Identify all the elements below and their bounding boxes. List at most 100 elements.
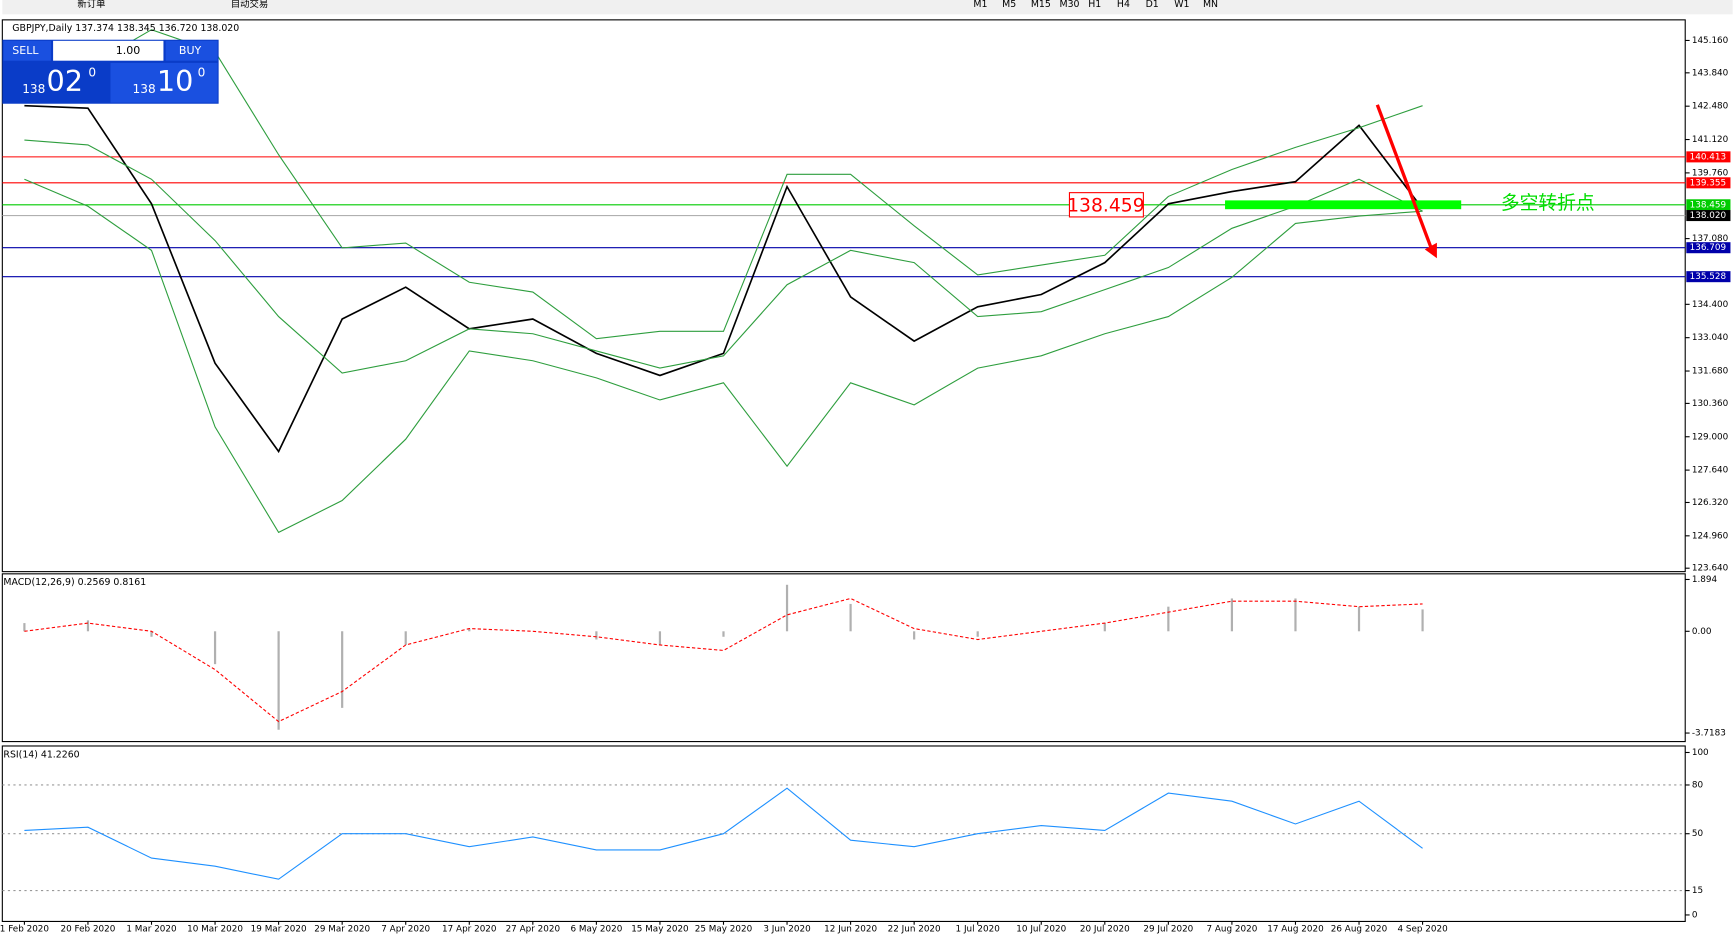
x-tick-label: 7 Apr 2020 bbox=[381, 925, 430, 935]
buy-box[interactable] bbox=[110, 62, 218, 103]
x-tick-label: 22 Jun 2020 bbox=[888, 925, 941, 935]
level-tag bbox=[1686, 210, 1731, 222]
y-tick-label: 139.760 bbox=[1692, 168, 1729, 178]
timeframe[interactable]: W1 bbox=[1174, 0, 1189, 10]
annotation: 138.459 bbox=[1067, 195, 1145, 216]
level-tag bbox=[1686, 271, 1731, 283]
x-tick-label: 17 Apr 2020 bbox=[442, 925, 497, 935]
x-tick-label: 29 Jul 2020 bbox=[1143, 925, 1193, 935]
pane-title: GBPJPY,Daily 137.374 138.345 136.720 138… bbox=[12, 23, 239, 34]
x-tick-label: 20 Feb 2020 bbox=[61, 925, 116, 935]
y-tick-label: 0 bbox=[1692, 910, 1698, 920]
trade-panel: SELL 1.00 BUY 138 02 0 138 10 0 bbox=[2, 39, 219, 104]
lots-input[interactable] bbox=[53, 40, 164, 61]
series-line bbox=[24, 597, 1423, 723]
timeframe[interactable]: MN bbox=[1203, 0, 1218, 10]
y-tick-label: 126.320 bbox=[1692, 498, 1729, 508]
sell-big: 138 bbox=[22, 82, 45, 96]
timeframe[interactable]: M1 bbox=[973, 0, 987, 10]
timeframe[interactable]: D1 bbox=[1146, 0, 1159, 10]
y-tick-label: 127.640 bbox=[1692, 466, 1729, 476]
y-tick-label: 145.160 bbox=[1692, 36, 1729, 46]
y-tick-label: 143.840 bbox=[1692, 68, 1729, 78]
y-tick-label: 124.960 bbox=[1692, 531, 1729, 541]
y-tick-label: 133.040 bbox=[1692, 333, 1729, 343]
price-pane bbox=[1, 19, 1686, 573]
timeframe[interactable]: M5 bbox=[1002, 0, 1016, 10]
x-tick-label: 10 Jul 2020 bbox=[1016, 925, 1066, 935]
lots[interactable]: 1.00 bbox=[116, 44, 141, 57]
x-tick-label: 26 Aug 2020 bbox=[1331, 925, 1388, 935]
level-label: 138.020 bbox=[1690, 211, 1727, 221]
x-tick-label: 1 Mar 2020 bbox=[126, 925, 177, 935]
y-tick-label: 137.080 bbox=[1692, 234, 1729, 244]
x-tick-label: 17 Aug 2020 bbox=[1267, 925, 1324, 935]
y-tick-label: 50 bbox=[1692, 829, 1704, 839]
x-tick-label: 4 Sep 2020 bbox=[1397, 925, 1448, 935]
timeframe[interactable]: H1 bbox=[1088, 0, 1101, 10]
buy-point: 0 bbox=[198, 65, 206, 79]
x-tick-label: 19 Mar 2020 bbox=[251, 925, 307, 935]
y-tick-label: 0.00 bbox=[1692, 627, 1712, 637]
sell-button[interactable] bbox=[3, 40, 51, 61]
y-tick-label: 134.400 bbox=[1692, 300, 1729, 310]
level-tag bbox=[1686, 151, 1731, 163]
level-label: 136.709 bbox=[1690, 243, 1726, 253]
sell-point: 0 bbox=[88, 65, 96, 79]
y-tick-label: 123.640 bbox=[1692, 564, 1729, 574]
series-line bbox=[24, 29, 1423, 340]
timeframe[interactable]: H4 bbox=[1117, 0, 1130, 10]
y-tick-label: 1.894 bbox=[1692, 575, 1718, 585]
annotation: 多空转折点 bbox=[1501, 192, 1595, 214]
x-tick-label: 15 May 2020 bbox=[631, 925, 689, 935]
y-tick-label: 100 bbox=[1692, 748, 1709, 758]
series-line bbox=[24, 104, 1424, 454]
y-tick-label: 141.120 bbox=[1692, 135, 1729, 145]
level-label: 139.355 bbox=[1690, 178, 1726, 188]
y-tick-label: 80 bbox=[1692, 780, 1704, 790]
arrow-head bbox=[1424, 242, 1437, 259]
x-tick-label: 1 Jul 2020 bbox=[956, 925, 1001, 935]
buy-label[interactable]: BUY bbox=[179, 44, 202, 57]
level-tag bbox=[1686, 242, 1731, 254]
buy-button[interactable] bbox=[165, 40, 218, 61]
sell-label[interactable]: SELL bbox=[12, 44, 39, 57]
pane-title: RSI(14) 41.2260 bbox=[3, 749, 79, 760]
arrow bbox=[1375, 104, 1435, 253]
x-tick-label: 10 Mar 2020 bbox=[187, 925, 243, 935]
x-tick-label: 7 Aug 2020 bbox=[1206, 925, 1257, 935]
macd-pane bbox=[1, 573, 1686, 743]
level-label: 140.413 bbox=[1690, 152, 1726, 162]
toolbar bbox=[2, 0, 1733, 15]
y-tick-label: 129.000 bbox=[1692, 432, 1729, 442]
series-line bbox=[24, 178, 1423, 534]
y-tick-label: 130.360 bbox=[1692, 399, 1729, 409]
y-tick-label: -3.7183 bbox=[1692, 729, 1726, 739]
series-line bbox=[24, 787, 1423, 880]
timeframe[interactable]: M30 bbox=[1060, 0, 1080, 10]
timeframe[interactable]: M15 bbox=[1031, 0, 1051, 10]
new-order[interactable]: 新订单 bbox=[77, 0, 105, 10]
x-tick-label: 25 May 2020 bbox=[695, 925, 753, 935]
x-tick-label: 27 Apr 2020 bbox=[506, 925, 561, 935]
turning-bar bbox=[1225, 200, 1462, 210]
x-tick-label: 3 Jun 2020 bbox=[763, 925, 811, 935]
y-tick-label: 142.480 bbox=[1692, 102, 1729, 112]
level-label: 135.528 bbox=[1690, 272, 1726, 282]
level-label: 138.459 bbox=[1690, 200, 1726, 210]
y-tick-label: 131.680 bbox=[1692, 367, 1729, 377]
series-line bbox=[24, 139, 1423, 374]
buy-big: 138 bbox=[133, 82, 156, 96]
sell-pips: 02 bbox=[46, 64, 83, 98]
y-tick-label: 15 bbox=[1692, 886, 1703, 896]
x-tick-label: 6 May 2020 bbox=[570, 925, 622, 935]
x-tick-label: 1 Feb 2020 bbox=[0, 925, 49, 935]
pane-title: MACD(12,26,9) 0.2569 0.8161 bbox=[3, 577, 146, 588]
annotation-box bbox=[1068, 192, 1144, 218]
auto-trading[interactable]: 自动交易 bbox=[231, 0, 269, 10]
level-tag bbox=[1686, 177, 1731, 189]
level-tag bbox=[1686, 199, 1731, 211]
buy-pips: 10 bbox=[157, 64, 194, 98]
